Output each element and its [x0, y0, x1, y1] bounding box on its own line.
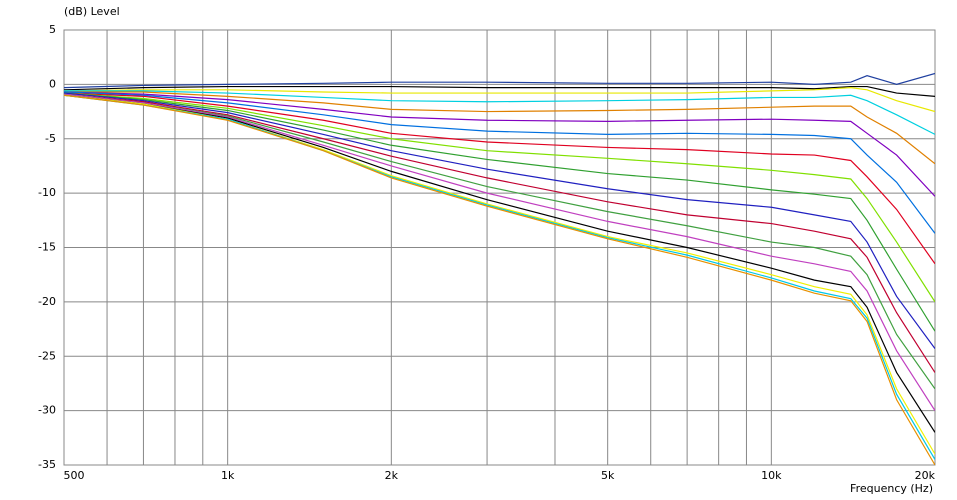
series-line [64, 85, 935, 97]
y-tick-label: -30 [38, 404, 56, 417]
y-tick-label: -20 [38, 295, 56, 308]
series-line [64, 87, 935, 113]
series-line [64, 91, 935, 165]
series-line [64, 93, 935, 373]
series-line [64, 92, 935, 303]
series-line [64, 92, 935, 332]
lines [64, 72, 935, 465]
y-tick-label: -35 [38, 458, 56, 471]
y-axis-label: (dB) Level [64, 5, 120, 18]
series-line [64, 93, 935, 390]
x-tick-label: 2k [385, 469, 399, 482]
series-line [64, 94, 935, 433]
series-line [64, 90, 935, 135]
x-tick-label: 5k [601, 469, 615, 482]
series-line [64, 93, 935, 411]
y-tick-label: 5 [49, 23, 56, 36]
series-line [64, 94, 935, 465]
y-tick-label: 0 [49, 77, 56, 90]
series-line [64, 92, 935, 265]
x-tick-label: 500 [64, 469, 85, 482]
x-tick-label: 20k [915, 469, 936, 482]
series-line [64, 72, 935, 89]
grid [63, 29, 936, 466]
y-tick-label: -15 [38, 241, 56, 254]
series-line [64, 94, 935, 460]
series-line [64, 91, 935, 234]
x-axis-label: Frequency (Hz) [850, 482, 933, 495]
y-tick-label: -25 [38, 349, 56, 362]
series-line [64, 91, 935, 197]
series-line [64, 92, 935, 349]
y-tick-label: -5 [45, 132, 56, 145]
y-tick-label: -10 [38, 186, 56, 199]
x-tick-label: 1k [221, 469, 235, 482]
x-tick-label: 10k [761, 469, 782, 482]
